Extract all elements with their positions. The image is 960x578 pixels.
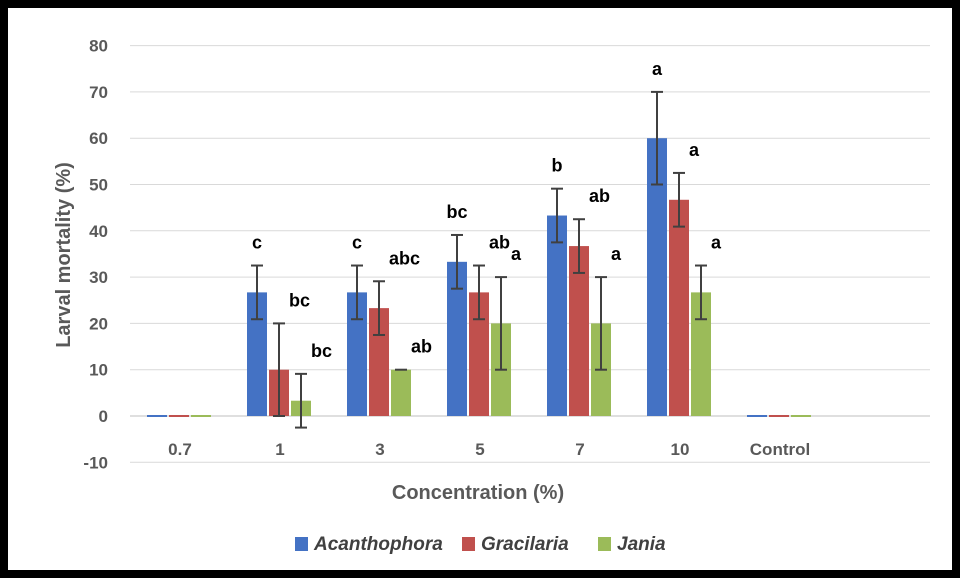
significance-label: a: [652, 59, 663, 79]
significance-label: abc: [389, 248, 420, 268]
significance-label: ab: [411, 337, 432, 357]
x-tick-label: 1: [275, 440, 284, 459]
significance-label: c: [352, 233, 362, 253]
bar: [691, 292, 711, 416]
legend-label: Gracilaria: [481, 534, 569, 555]
legend-swatch: [598, 537, 611, 551]
significance-label: a: [689, 140, 700, 160]
significance-label: b: [552, 156, 563, 176]
bar: [247, 292, 267, 416]
bar: [569, 246, 589, 416]
y-tick-label: 10: [89, 361, 108, 380]
significance-label: ab: [589, 186, 610, 206]
bar: [469, 292, 489, 416]
x-tick-label: 0.7: [168, 440, 192, 459]
bar: [391, 369, 411, 416]
y-tick-label: 70: [89, 83, 108, 102]
legend-label: Acanthophora: [313, 534, 443, 555]
bars: [147, 138, 811, 417]
y-tick-labels: -10 0 10 20 30 40 50 60 70 80: [83, 37, 108, 473]
x-tick-label: 7: [575, 440, 584, 459]
y-tick-label: 0: [99, 407, 108, 426]
significance-label: ab: [489, 233, 510, 253]
bar: [447, 261, 467, 416]
bar: [669, 199, 689, 416]
bar: [647, 138, 667, 416]
y-tick-label: 60: [89, 129, 108, 148]
y-tick-label: -10: [83, 453, 108, 472]
y-tick-label: 40: [89, 222, 108, 241]
y-axis-title: Larval mortality (%): [53, 162, 75, 348]
significance-label: bc: [311, 341, 332, 361]
y-tick-label: 50: [89, 176, 108, 195]
legend-swatch: [295, 537, 308, 551]
error-bars: [251, 90, 707, 429]
x-tick-label: Control: [750, 440, 810, 459]
significance-label: c: [252, 233, 262, 253]
y-tick-label: 20: [89, 314, 108, 333]
x-tick-label: 5: [475, 440, 484, 459]
x-tick-labels: 0.7 1 3 5 7 10 Control: [168, 440, 810, 459]
bar: [347, 292, 367, 416]
significance-label: a: [711, 233, 722, 253]
significance-label: a: [511, 244, 522, 264]
significance-label: bc: [446, 202, 467, 222]
significance-label: a: [611, 244, 622, 264]
x-tick-label: 10: [671, 440, 690, 459]
legend-swatch: [462, 537, 475, 551]
x-tick-label: 3: [375, 440, 384, 459]
y-tick-label: 80: [89, 37, 108, 56]
y-tick-label: 30: [89, 268, 108, 287]
legend: Acanthophora Gracilaria Jania: [295, 534, 666, 555]
significance-label: bc: [289, 290, 310, 310]
legend-label: Jania: [617, 534, 666, 555]
bar: [547, 215, 567, 416]
x-axis-title: Concentration (%): [392, 482, 564, 504]
